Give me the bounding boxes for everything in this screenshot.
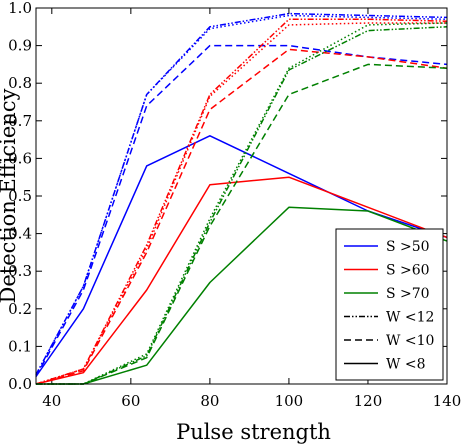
y-tick-label: 0.3 [8, 262, 32, 280]
series-line [35, 176, 448, 385]
plot-frame [35, 7, 448, 385]
y-tick-label: 0.1 [8, 337, 32, 355]
legend-label: W <12 [386, 310, 434, 326]
legend-label: W <8 [386, 357, 425, 373]
series-line [35, 14, 448, 375]
series-line [35, 18, 448, 385]
series-line [35, 48, 448, 385]
y-tick-label: 0.9 [8, 37, 32, 55]
x-tick-label: 60 [121, 392, 140, 410]
series-line [35, 12, 448, 375]
y-tick-label: 0.4 [8, 225, 32, 243]
legend-label: S >60 [386, 263, 430, 279]
x-axis-title: Pulse strength [176, 420, 331, 444]
x-tick-label: 140 [433, 392, 461, 410]
y-tick-label: 0.8 [8, 74, 32, 92]
x-tick-label: 80 [200, 392, 219, 410]
y-tick-label: 0.2 [8, 300, 32, 318]
series-line [35, 22, 447, 385]
legend-label: S >70 [386, 286, 430, 302]
y-tick-label: 1.0 [8, 0, 32, 17]
y-tick-label: 0.5 [8, 187, 32, 205]
legend-label: S >50 [386, 239, 430, 255]
y-axis-title: Detection Efficiency [0, 88, 20, 303]
y-tick-label: 0.6 [8, 149, 32, 167]
x-tick-label: 100 [275, 392, 304, 410]
x-tick-label: 40 [42, 392, 61, 410]
y-tick-label: 0.0 [8, 375, 32, 393]
legend-box [335, 228, 444, 381]
x-tick-label: 120 [354, 392, 383, 410]
legend: S >50 S >60 S >70 W <12 W <10 W <8 [335, 228, 444, 381]
legend-label: W <10 [386, 333, 434, 349]
tick-labels: 40 60 80 100 120 140 0.0 0.1 0.2 0.3 0.4 0.5 0.6 0.7 0… [8, 0, 461, 410]
y-tick-label: 0.7 [8, 112, 32, 130]
